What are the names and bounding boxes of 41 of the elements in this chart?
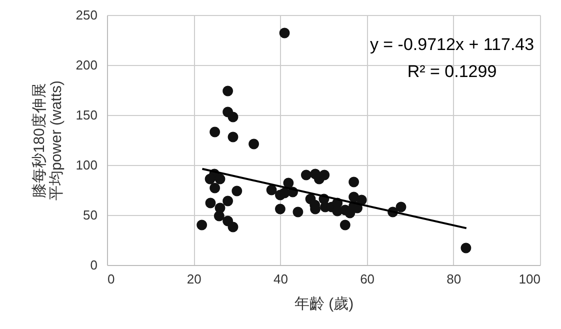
- x-tick-label: 20: [186, 272, 202, 286]
- point: [205, 198, 216, 208]
- point: [214, 174, 226, 184]
- y-tick-label: 100: [76, 158, 98, 172]
- x-tick-label: 40: [273, 272, 288, 286]
- point: [228, 132, 238, 142]
- point: [228, 222, 238, 232]
- point: [279, 28, 290, 38]
- y-tick-label: 200: [76, 58, 98, 72]
- point: [204, 174, 216, 184]
- x-axis-title: 年齡 (歲): [294, 296, 354, 312]
- point: [266, 184, 277, 196]
- point: [460, 242, 472, 254]
- point: [292, 206, 304, 218]
- y-tick-label: 0: [90, 258, 98, 272]
- point: [283, 178, 294, 188]
- x-tick-label: 60: [360, 272, 375, 286]
- x-tick-label: 80: [446, 272, 462, 286]
- point: [348, 176, 360, 188]
- y-tick-label: 150: [76, 108, 98, 122]
- point: [196, 220, 208, 230]
- point: [228, 112, 238, 122]
- point: [340, 220, 350, 230]
- x-tick-label: 100: [518, 272, 540, 286]
- annotation: R² = 0.1299: [407, 62, 497, 81]
- x-tick-label: 0: [108, 272, 115, 286]
- point: [210, 182, 220, 194]
- y-tick-label: 250: [76, 8, 98, 22]
- y-axis-title: 膝每秒180度伸展平均power (watts): [30, 80, 65, 201]
- point: [210, 126, 220, 138]
- point: [222, 196, 234, 206]
- y-tick-label: 50: [83, 208, 98, 222]
- point: [232, 186, 242, 196]
- annotation: y = -0.9712x + 117.43: [370, 35, 534, 54]
- point: [248, 138, 260, 150]
- point: [274, 204, 286, 214]
- point: [214, 210, 224, 222]
- point: [222, 86, 234, 96]
- point: [319, 170, 330, 180]
- point: [300, 170, 312, 180]
- point: [396, 202, 406, 212]
